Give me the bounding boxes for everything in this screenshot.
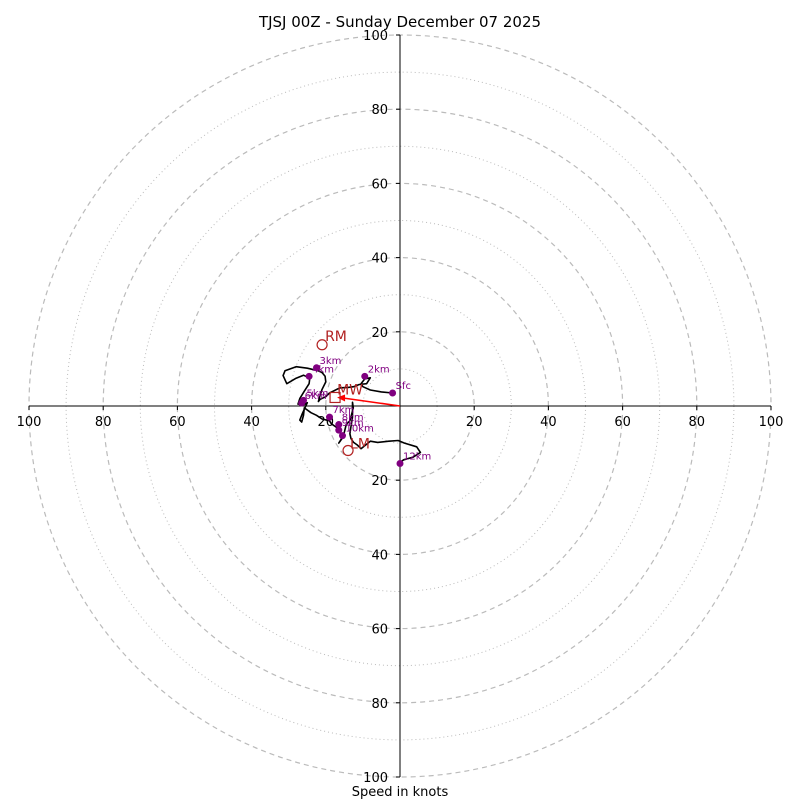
right-mover-label: RM xyxy=(325,329,347,345)
y-tick-label: 80 xyxy=(371,697,388,712)
storm-motion-markers: MW RM LM xyxy=(316,329,401,457)
height-marker-label: 6km xyxy=(305,391,327,402)
height-marker-label: 9km xyxy=(342,418,364,429)
height-marker-label: 7km xyxy=(333,405,355,416)
wind-trace-line xyxy=(282,365,422,465)
x-axis-label: Speed in knots xyxy=(352,785,449,800)
x-tick-label: 80 xyxy=(689,415,706,430)
height-marker-label: 4km xyxy=(312,364,334,375)
y-tick-label: 60 xyxy=(371,177,388,192)
mean-wind-vector xyxy=(342,397,401,407)
height-marker-label: 12km xyxy=(403,452,431,463)
mean-wind-arrowhead xyxy=(337,394,346,402)
left-mover-label: LM xyxy=(350,437,370,453)
height-marker-dot xyxy=(389,389,397,397)
chart-title: TJSJ 00Z - Sunday December 07 2025 xyxy=(258,13,541,31)
height-marker-label: 10km xyxy=(345,424,373,435)
height-marker-dot xyxy=(313,364,321,372)
x-tick-label: 20 xyxy=(466,415,483,430)
mean-wind-marker xyxy=(329,391,341,404)
hodograph-trace xyxy=(282,365,422,465)
height-marker-label: 2km xyxy=(368,364,390,375)
y-tick-label: 60 xyxy=(371,623,388,638)
mean-wind-label: MW xyxy=(337,382,363,398)
height-marker-label: Sfc xyxy=(396,381,411,392)
x-tick-label: 40 xyxy=(243,415,260,430)
y-tick-label: 100 xyxy=(363,29,388,44)
height-marker-dot xyxy=(361,372,369,380)
height-marker-label: 5km xyxy=(307,388,329,399)
height-marker-dot xyxy=(326,413,334,421)
x-tick-label: 60 xyxy=(169,415,186,430)
right-mover-marker xyxy=(316,339,328,351)
height-marker-label: 3km xyxy=(320,356,342,367)
y-tick-label: 80 xyxy=(371,103,388,118)
y-tick-label: 20 xyxy=(371,326,388,341)
height-marker-dot xyxy=(335,426,343,434)
height-marker-label: 8km xyxy=(342,413,364,424)
height-marker-dot xyxy=(305,372,313,380)
x-tick-label: 80 xyxy=(95,415,112,430)
y-tick-label: 20 xyxy=(371,474,388,489)
x-tick-label: 100 xyxy=(17,415,42,430)
x-tick-label: 40 xyxy=(540,415,557,430)
height-marker-dot xyxy=(338,432,346,440)
tick-labels: 100 80 60 40 20 20 40 60 80 100100806040202040608… xyxy=(17,29,784,786)
height-marker-dot xyxy=(396,460,404,468)
y-tick-label: 40 xyxy=(371,252,388,267)
y-tick-label: 100 xyxy=(363,771,388,786)
y-tick-label: 40 xyxy=(371,548,388,563)
height-marker-dot xyxy=(298,399,306,407)
x-tick-label: 100 xyxy=(759,415,784,430)
height-marker-dot xyxy=(335,421,343,429)
left-mover-marker xyxy=(342,444,354,457)
x-tick-label: 60 xyxy=(614,415,631,430)
